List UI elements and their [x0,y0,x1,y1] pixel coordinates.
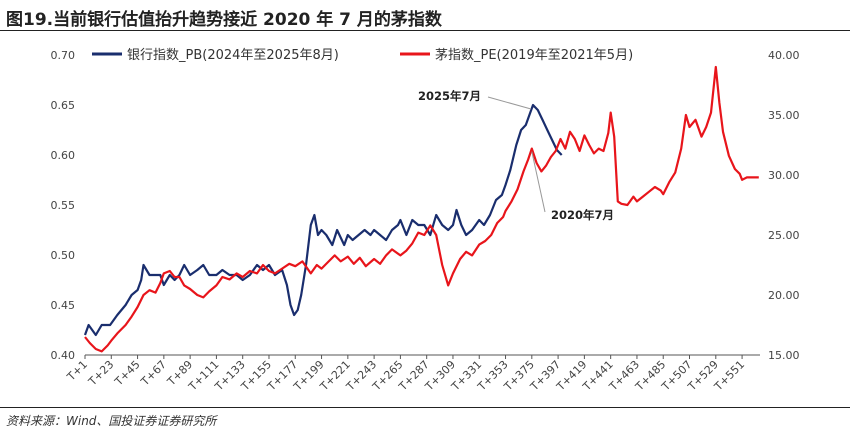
title-rule [0,30,850,31]
y-right-tick-label: 20.00 [768,289,800,302]
y-left-tick-label: 0.50 [51,249,76,262]
y-right-tick-label: 40.00 [768,49,800,62]
x-tick-label: T+23 [85,358,116,389]
bank-index-pb-line [83,103,563,337]
legend-label: 茅指数_PE(2019年至2021年5月) [435,48,633,63]
annotation-label: 2025年7月 [418,89,481,103]
footer-rule [0,407,850,408]
y-right-tick-label: 35.00 [768,109,800,122]
x-tick-label: T+45 [112,358,143,389]
x-tick-label: T+67 [138,358,169,389]
y-left-tick-label: 0.45 [51,299,76,312]
y-left-tick-label: 0.40 [51,349,76,362]
y-left-tick-label: 0.60 [51,149,76,162]
y-right-tick-label: 30.00 [768,169,800,182]
y-left-tick-label: 0.70 [51,49,76,62]
annotation-leader [531,151,546,213]
title-bar: 图19.当前银行估值抬升趋势接近 2020 年 7 月的茅指数 [0,0,850,32]
legend-label: 银行指数_PB(2024年至2025年8月) [127,48,339,63]
chart-area: 0.40 0.45 0.50 0.55 0.60 0.65 0.70 15.00 20.00 25… [51,48,800,394]
y-left-tick-label: 0.55 [51,199,76,212]
y-left-tick-label: 0.65 [51,99,76,112]
mao-index-pe-line [84,65,759,353]
annotation-leader [487,96,532,110]
y-right-tick-label: 25.00 [768,229,800,242]
y-right-tick-label: 15.00 [768,349,800,362]
annotation-label: 2020年7月 [551,208,614,222]
chart-title: 图19.当前银行估值抬升趋势接近 2020 年 7 月的茅指数 [6,10,442,30]
source-note: 资料来源：Wind、国投证券证券研究所 [6,414,217,428]
